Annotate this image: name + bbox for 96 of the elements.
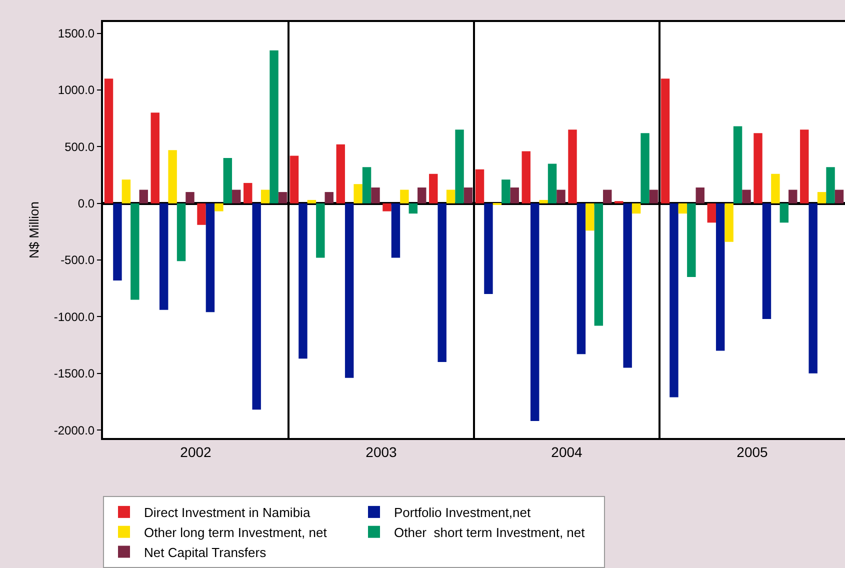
bar xyxy=(762,203,772,319)
bar xyxy=(382,203,392,212)
x-tick-label: 2005 xyxy=(736,444,768,460)
bar xyxy=(594,203,604,326)
bar xyxy=(159,203,168,310)
bar xyxy=(817,192,826,204)
bar xyxy=(104,78,114,204)
bar xyxy=(139,190,148,204)
bar xyxy=(298,203,308,359)
bar xyxy=(455,130,464,204)
bar xyxy=(197,203,206,225)
bar xyxy=(707,203,716,223)
y-tick-label: -1000.0 xyxy=(54,310,95,324)
x-tick-label: 2002 xyxy=(180,444,212,460)
bar xyxy=(771,174,780,204)
bar xyxy=(484,203,493,294)
bar xyxy=(716,203,725,351)
y-tick-label: -500.0 xyxy=(60,253,95,268)
bar xyxy=(640,133,650,204)
bar xyxy=(556,190,566,204)
y-tick-label: -2000.0 xyxy=(54,423,95,438)
y-tick-label: 0.0 xyxy=(78,196,95,211)
bar xyxy=(502,180,510,204)
bar xyxy=(548,164,557,204)
bar xyxy=(446,190,456,204)
bar xyxy=(603,190,612,204)
bar xyxy=(168,150,177,204)
bar xyxy=(678,203,688,214)
bar xyxy=(278,192,288,204)
bar xyxy=(808,203,818,374)
legend-label: Other short term Investment, net xyxy=(394,524,586,540)
bar xyxy=(754,133,762,204)
bar xyxy=(252,203,261,410)
bar xyxy=(362,167,372,204)
bar xyxy=(214,203,224,212)
y-tick-label: 1000.0 xyxy=(58,83,95,98)
bar xyxy=(568,130,577,204)
bar xyxy=(316,203,325,258)
bar xyxy=(344,203,354,378)
bar xyxy=(670,203,678,398)
bar xyxy=(354,184,362,204)
bar xyxy=(742,190,751,204)
legend-label: Portfolio Investment,net xyxy=(394,505,531,520)
bar xyxy=(475,169,484,204)
bar xyxy=(307,200,316,204)
bar xyxy=(371,187,380,204)
bar xyxy=(539,200,548,204)
bar xyxy=(270,50,278,204)
bar xyxy=(788,190,798,204)
bar xyxy=(696,187,704,204)
bar xyxy=(834,190,844,204)
legend-label: Direct Investment in Namibia xyxy=(144,505,311,520)
bar xyxy=(576,203,586,354)
bar xyxy=(826,167,835,204)
bar xyxy=(418,187,426,204)
x-tick-label: 2004 xyxy=(551,444,583,460)
bar xyxy=(260,190,270,204)
bar xyxy=(130,203,140,300)
bar xyxy=(530,203,540,421)
bar xyxy=(336,144,345,204)
bar xyxy=(429,174,438,204)
bar xyxy=(800,130,809,204)
bar xyxy=(687,203,696,278)
bar xyxy=(464,187,473,204)
bar xyxy=(113,203,122,280)
bar xyxy=(649,190,658,204)
y-axis-title: N$ Million xyxy=(26,201,42,259)
bar xyxy=(223,158,232,204)
bar xyxy=(408,203,418,214)
legend-label: Other long term Investment, net xyxy=(144,524,328,540)
y-tick-label: -1500.0 xyxy=(54,366,95,381)
bar xyxy=(244,182,252,204)
bar xyxy=(206,203,215,312)
bar xyxy=(150,112,160,204)
y-tick-label: 500.0 xyxy=(64,140,95,154)
bar xyxy=(400,190,409,204)
bar xyxy=(780,203,789,223)
bar xyxy=(510,187,519,204)
bar xyxy=(122,180,131,204)
bar xyxy=(438,203,446,362)
y-tick-label: 1500.0 xyxy=(58,26,95,41)
bar xyxy=(186,192,194,204)
bar xyxy=(586,203,594,231)
x-tick-label: 2003 xyxy=(366,444,398,460)
bar xyxy=(391,203,400,258)
bar xyxy=(733,126,742,204)
bar xyxy=(660,78,670,204)
bar xyxy=(632,203,641,214)
bar xyxy=(290,156,299,204)
bar xyxy=(724,203,734,242)
bar xyxy=(324,192,334,204)
bar xyxy=(232,190,241,204)
bar xyxy=(522,151,530,204)
bar xyxy=(176,203,186,262)
bar xyxy=(623,203,632,368)
legend-label: Net Capital Transfers xyxy=(144,544,267,560)
